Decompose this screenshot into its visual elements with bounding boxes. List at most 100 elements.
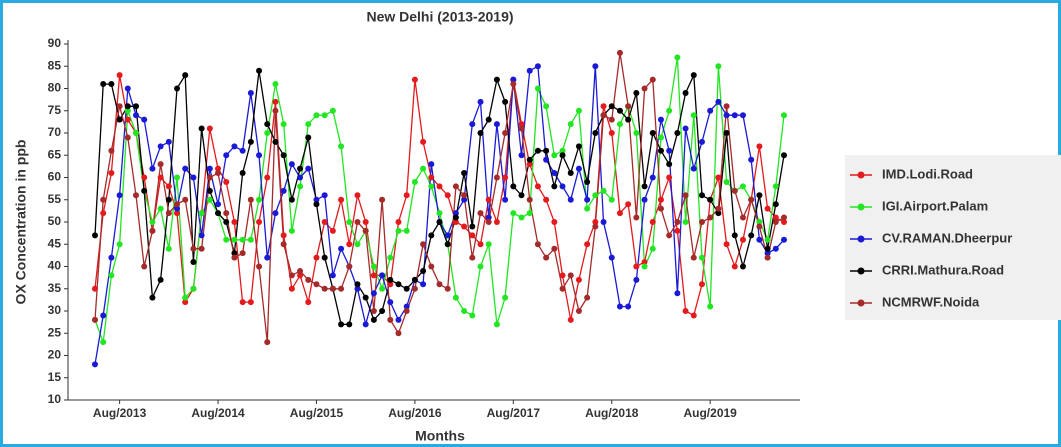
data-point [256,263,263,270]
data-point [682,308,689,314]
data-point [264,254,271,261]
data-point [543,156,550,163]
data-point [174,205,181,212]
data-point [764,250,771,257]
data-point [346,321,353,328]
data-point [584,178,591,185]
data-point [305,134,312,141]
data-point [239,236,246,243]
data-point [452,214,459,221]
data-point [100,81,107,88]
data-point [616,49,623,56]
data-point [715,210,722,217]
data-point [428,183,435,190]
data-point [313,254,320,261]
data-point [133,130,140,136]
data-point [403,192,410,199]
data-point [715,98,722,105]
data-point [305,299,312,306]
data-point [354,281,361,288]
data-point [264,339,271,346]
data-point [469,232,476,239]
data-point [420,281,427,288]
data-point [674,227,681,234]
data-point [781,214,787,221]
data-point [387,281,394,288]
data-point [477,263,484,270]
data-point [559,285,566,292]
data-point [403,285,410,292]
data-point [116,103,123,110]
data-point [379,272,386,279]
data-point [370,290,377,297]
legend-marker [857,235,865,243]
data-point [297,183,304,190]
data-point [92,285,98,292]
data-point [485,241,492,248]
data-point [666,107,673,114]
data-point [141,263,148,270]
data-point [616,107,623,114]
y-tick-label: 40 [48,259,62,273]
data-point [551,170,558,177]
data-point [190,259,197,266]
data-point [657,205,664,212]
data-point [698,281,705,288]
data-point [452,294,459,301]
data-point [707,214,714,221]
data-point [600,219,607,225]
data-point [551,183,558,190]
data-point [354,219,361,225]
data-point [321,192,328,199]
data-point [469,223,476,230]
data-point [239,170,246,177]
data-point [600,103,607,110]
x-tick-label: Aug/2013 [93,406,147,420]
data-point [280,121,287,128]
data-point [370,272,377,279]
data-point [477,241,484,248]
data-point [362,321,369,328]
data-point [362,294,369,301]
data-point [616,121,623,128]
data-point [756,192,763,199]
data-point [641,263,648,270]
data-point [526,210,533,217]
data-point [223,236,230,243]
data-point [206,174,213,181]
data-point [592,130,599,136]
data-point [575,276,582,283]
data-point [108,147,115,154]
data-point [444,192,451,199]
data-point [748,232,755,239]
data-point [502,130,509,136]
data-point [469,312,476,319]
data-point [485,214,492,221]
data-point [707,107,714,114]
data-point [165,210,172,217]
data-point [682,89,689,96]
data-point [288,196,295,203]
data-point [165,245,172,252]
data-point [297,272,304,279]
data-point [231,250,238,257]
data-point [256,219,263,225]
x-tick-label: Aug/2015 [290,406,344,420]
data-point [657,116,664,123]
data-point [608,254,615,261]
y-tick-label: 10 [48,392,62,406]
data-point [698,219,705,225]
data-point [772,219,779,225]
data-point [338,245,345,252]
data-point [772,214,779,221]
x-tick-label: Aug/2016 [388,406,442,420]
data-point [772,245,779,252]
x-tick-label: Aug/2018 [585,406,639,420]
data-point [575,143,582,150]
data-point [182,294,189,301]
data-point [608,130,615,136]
data-point [124,134,131,141]
data-point [444,232,451,239]
data-point [723,112,730,119]
data-point [575,165,582,172]
